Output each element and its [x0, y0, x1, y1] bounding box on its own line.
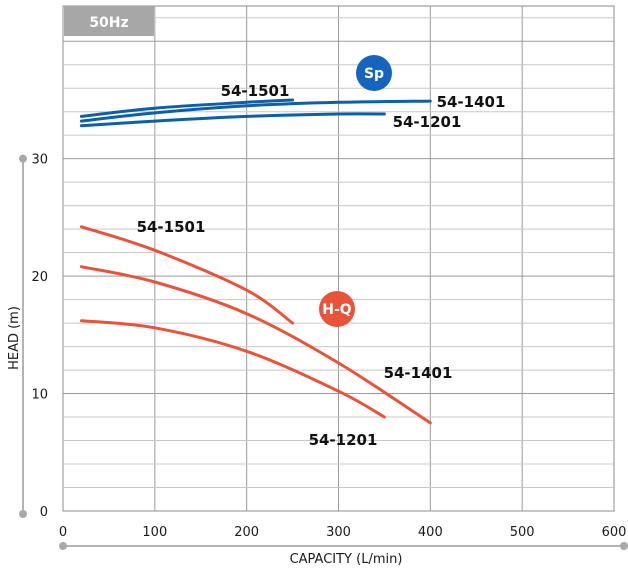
series-label: 54-1401	[437, 93, 506, 111]
x-tick-label: 200	[234, 525, 259, 540]
series-label: 54-1501	[137, 218, 206, 236]
series-label: 54-1201	[393, 113, 462, 131]
overlays: 50Hz 54-1501 54-1401 54-1201 Sp 54-1501 54-14…	[64, 6, 505, 449]
y-tick-label: 10	[31, 388, 48, 403]
frequency-tag-label: 50Hz	[89, 15, 128, 31]
frequency-tag-box	[64, 6, 154, 36]
x-axis-end-dot	[59, 542, 67, 550]
series-label: 54-1201	[309, 431, 378, 449]
y-axis-title: HEAD (m)	[7, 306, 22, 370]
axes: 0 100 200 300 400 500 600 0 10 20 30	[19, 153, 628, 550]
x-axis-title: CAPACITY (L/min)	[290, 552, 403, 567]
y-axis-end-dot	[19, 510, 27, 518]
group-badge-label: H-Q	[322, 302, 352, 318]
group-badge	[356, 55, 392, 91]
group-badge-label: Sp	[364, 66, 384, 82]
series-label: 54-1501	[221, 82, 290, 100]
y-axis-end-dot	[19, 154, 27, 163]
series-line	[79, 98, 295, 118]
y-tick-label: 0	[40, 505, 48, 520]
x-tick-label: 600	[602, 525, 627, 540]
series-line	[79, 112, 386, 128]
series-line	[79, 265, 432, 425]
series-line	[79, 225, 295, 325]
x-axis-end-dot	[620, 542, 628, 550]
series-line	[79, 319, 386, 419]
series-lines	[79, 98, 432, 425]
x-tick-label: 0	[59, 525, 67, 540]
y-tick-label: 20	[31, 270, 48, 285]
x-tick-label: 300	[326, 525, 351, 540]
x-tick-label: 100	[142, 525, 167, 540]
x-tick-label: 500	[510, 525, 535, 540]
series-line	[79, 99, 432, 123]
series-label: 54-1401	[384, 364, 453, 382]
x-tick-label: 400	[418, 525, 443, 540]
y-tick-label: 30	[31, 153, 48, 168]
group-badge	[319, 291, 355, 327]
